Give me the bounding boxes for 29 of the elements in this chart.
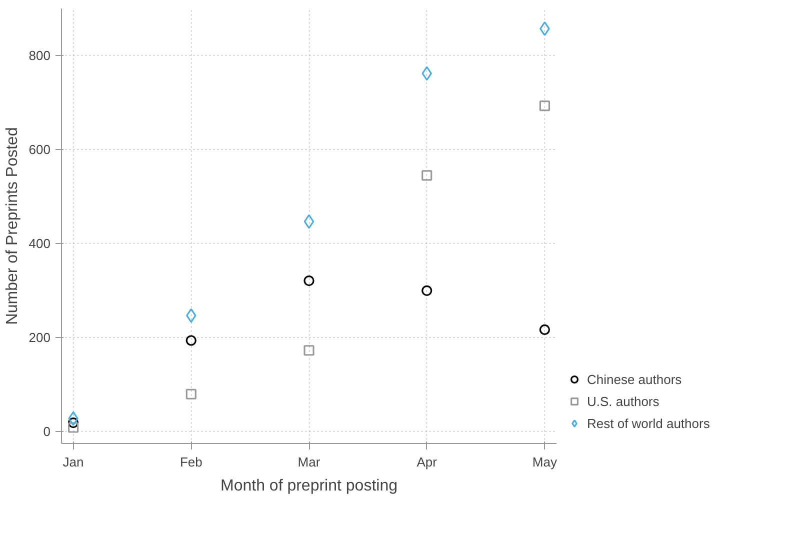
y-tick-label: 0 <box>43 424 51 440</box>
y-tick-label: 200 <box>28 330 51 346</box>
x-tick-label: Apr <box>416 454 438 470</box>
y-tick-label: 600 <box>28 142 51 158</box>
x-tick-label: Jan <box>62 454 84 470</box>
x-tick-label: Feb <box>180 454 202 470</box>
x-tick-label: Mar <box>298 454 321 470</box>
y-axis-title: Number of Preprints Posted <box>4 127 21 325</box>
point <box>539 100 550 112</box>
y-tick-label: 400 <box>28 236 51 252</box>
y-tick-label: 800 <box>28 48 51 64</box>
point <box>422 66 432 81</box>
legend-label: Rest of world authors <box>587 416 710 430</box>
point <box>186 335 196 346</box>
point <box>539 324 550 335</box>
x-tick-label: May <box>532 454 558 470</box>
point <box>186 388 196 400</box>
point <box>422 285 432 296</box>
point <box>422 170 432 181</box>
x-axis-title: Month of preprint posting <box>220 478 398 494</box>
point <box>304 275 314 286</box>
point <box>68 418 79 428</box>
legend-label: Chinese authors <box>587 372 682 386</box>
point <box>68 411 78 426</box>
point <box>68 422 79 433</box>
point <box>186 308 196 323</box>
legend-label: U.S. authors <box>587 394 660 408</box>
point <box>304 345 314 356</box>
point <box>304 214 314 229</box>
